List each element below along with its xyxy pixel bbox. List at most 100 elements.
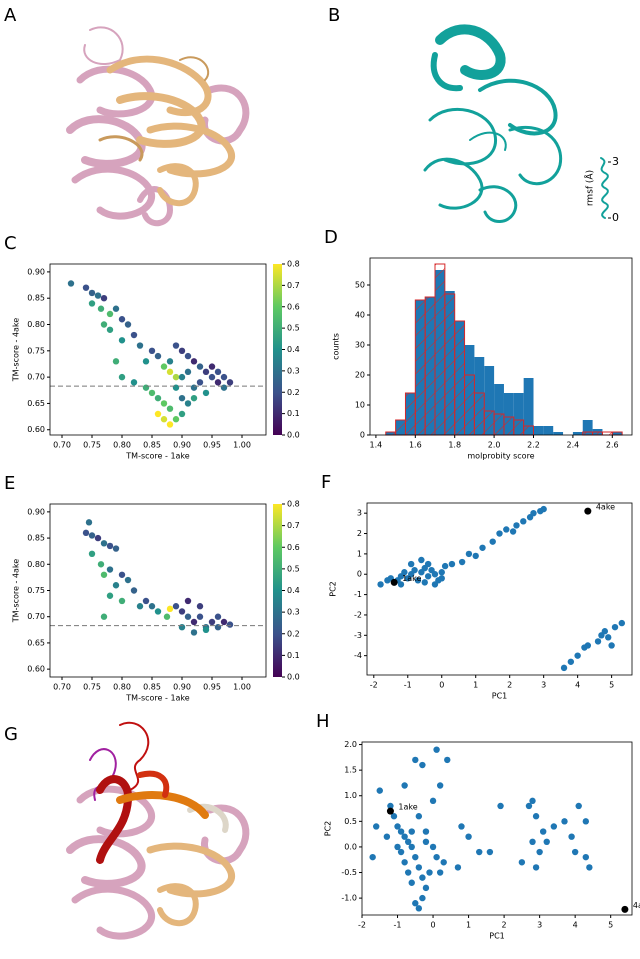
point <box>601 628 609 635</box>
highlight-point <box>584 507 592 515</box>
point <box>421 579 428 586</box>
y-tick-label: -4 <box>354 651 362 660</box>
point <box>575 802 582 810</box>
point <box>536 848 543 856</box>
y-tick-label: 0.70 <box>27 612 45 621</box>
point <box>178 347 186 355</box>
point <box>489 538 496 545</box>
histogram-bar <box>611 431 623 436</box>
colorbar-tick-label: 0.2 <box>287 388 300 397</box>
point <box>118 316 126 323</box>
point <box>97 561 105 568</box>
x-tick-label: 0.90 <box>173 683 191 692</box>
point <box>568 833 575 840</box>
y-axis-label: TM-score - 4ake <box>12 318 21 382</box>
point <box>220 618 228 626</box>
histogram-bar <box>493 413 505 436</box>
histogram-bar <box>395 419 406 436</box>
point <box>154 352 162 360</box>
point <box>550 823 558 830</box>
y-axis-label: TM-score - 4ake <box>12 559 21 623</box>
point <box>594 638 602 645</box>
point <box>408 843 415 851</box>
point <box>166 368 174 376</box>
y-tick-label: -1 <box>354 590 362 599</box>
colorbar-tick-label: 0.5 <box>287 564 300 573</box>
colorbar-tick-label: 0.6 <box>287 302 300 311</box>
point <box>202 389 210 397</box>
point <box>190 384 198 391</box>
point <box>106 592 114 599</box>
point <box>429 797 437 805</box>
colorbar-tick-label: 0.0 <box>287 673 300 682</box>
plot-frame <box>49 503 267 678</box>
colorbar <box>273 264 282 435</box>
point <box>513 522 520 529</box>
point <box>202 368 210 376</box>
x-tick-label: 2 <box>502 921 507 930</box>
y-tick-label: -1.0 <box>341 894 357 903</box>
point <box>465 550 473 558</box>
panel-label: D <box>324 227 338 248</box>
panel-label: C <box>4 233 17 254</box>
point <box>419 761 426 769</box>
point <box>154 394 162 402</box>
colorbar-tick-label: 0.1 <box>287 409 300 418</box>
colorbar-tick-label: 0.8 <box>287 500 300 509</box>
histogram-bar <box>444 293 456 436</box>
highlight-point <box>621 905 629 913</box>
x-tick-label: 2.6 <box>606 441 619 450</box>
x-axis-label: PC1 <box>492 692 508 701</box>
x-tick-label: 1 <box>473 681 478 690</box>
point <box>178 410 186 418</box>
point <box>67 280 75 287</box>
highlight-point <box>390 578 398 586</box>
point <box>130 331 138 339</box>
point <box>100 321 108 328</box>
point <box>118 571 126 578</box>
point <box>220 384 228 391</box>
point <box>422 884 430 892</box>
point <box>166 358 174 365</box>
point <box>172 416 180 423</box>
highlight-label: 4ake <box>633 901 640 910</box>
point <box>178 608 186 615</box>
y-tick-label: 50 <box>355 281 365 290</box>
x-tick-label: -2 <box>358 921 366 930</box>
point <box>582 818 590 825</box>
x-tick-label: 0.95 <box>203 441 221 450</box>
highlight-point <box>386 807 394 815</box>
point <box>561 818 568 825</box>
point <box>154 410 162 418</box>
point <box>414 577 422 584</box>
point <box>415 864 423 871</box>
point <box>124 576 132 584</box>
y-tick-label: 0 <box>360 431 365 440</box>
x-axis-label: TM-score - 1ake <box>125 452 189 461</box>
histogram-bar <box>513 419 525 436</box>
point <box>208 373 216 381</box>
point <box>433 853 440 861</box>
x-tick-label: 2 <box>507 681 512 690</box>
x-tick-label: 5 <box>609 681 614 690</box>
colorbar-tick-label: 0.6 <box>287 543 300 552</box>
point <box>172 342 180 349</box>
point <box>202 626 210 634</box>
histogram-bar <box>483 410 495 436</box>
point <box>163 613 171 620</box>
point <box>448 560 456 568</box>
x-axis-label: TM-score - 1ake <box>125 694 189 703</box>
point <box>611 623 619 631</box>
point <box>124 321 132 328</box>
x-tick-label: 0.75 <box>83 441 101 450</box>
histogram-bar <box>543 426 554 435</box>
point <box>166 405 174 412</box>
point <box>397 581 405 588</box>
x-axis-label: molprobity score <box>467 452 534 461</box>
point <box>415 905 423 912</box>
point <box>397 848 405 856</box>
point <box>112 358 120 365</box>
x-tick-label: 0.90 <box>173 441 191 450</box>
colorbar-tick-label: 0.1 <box>287 651 300 660</box>
x-tick-label: 1.00 <box>233 683 251 692</box>
